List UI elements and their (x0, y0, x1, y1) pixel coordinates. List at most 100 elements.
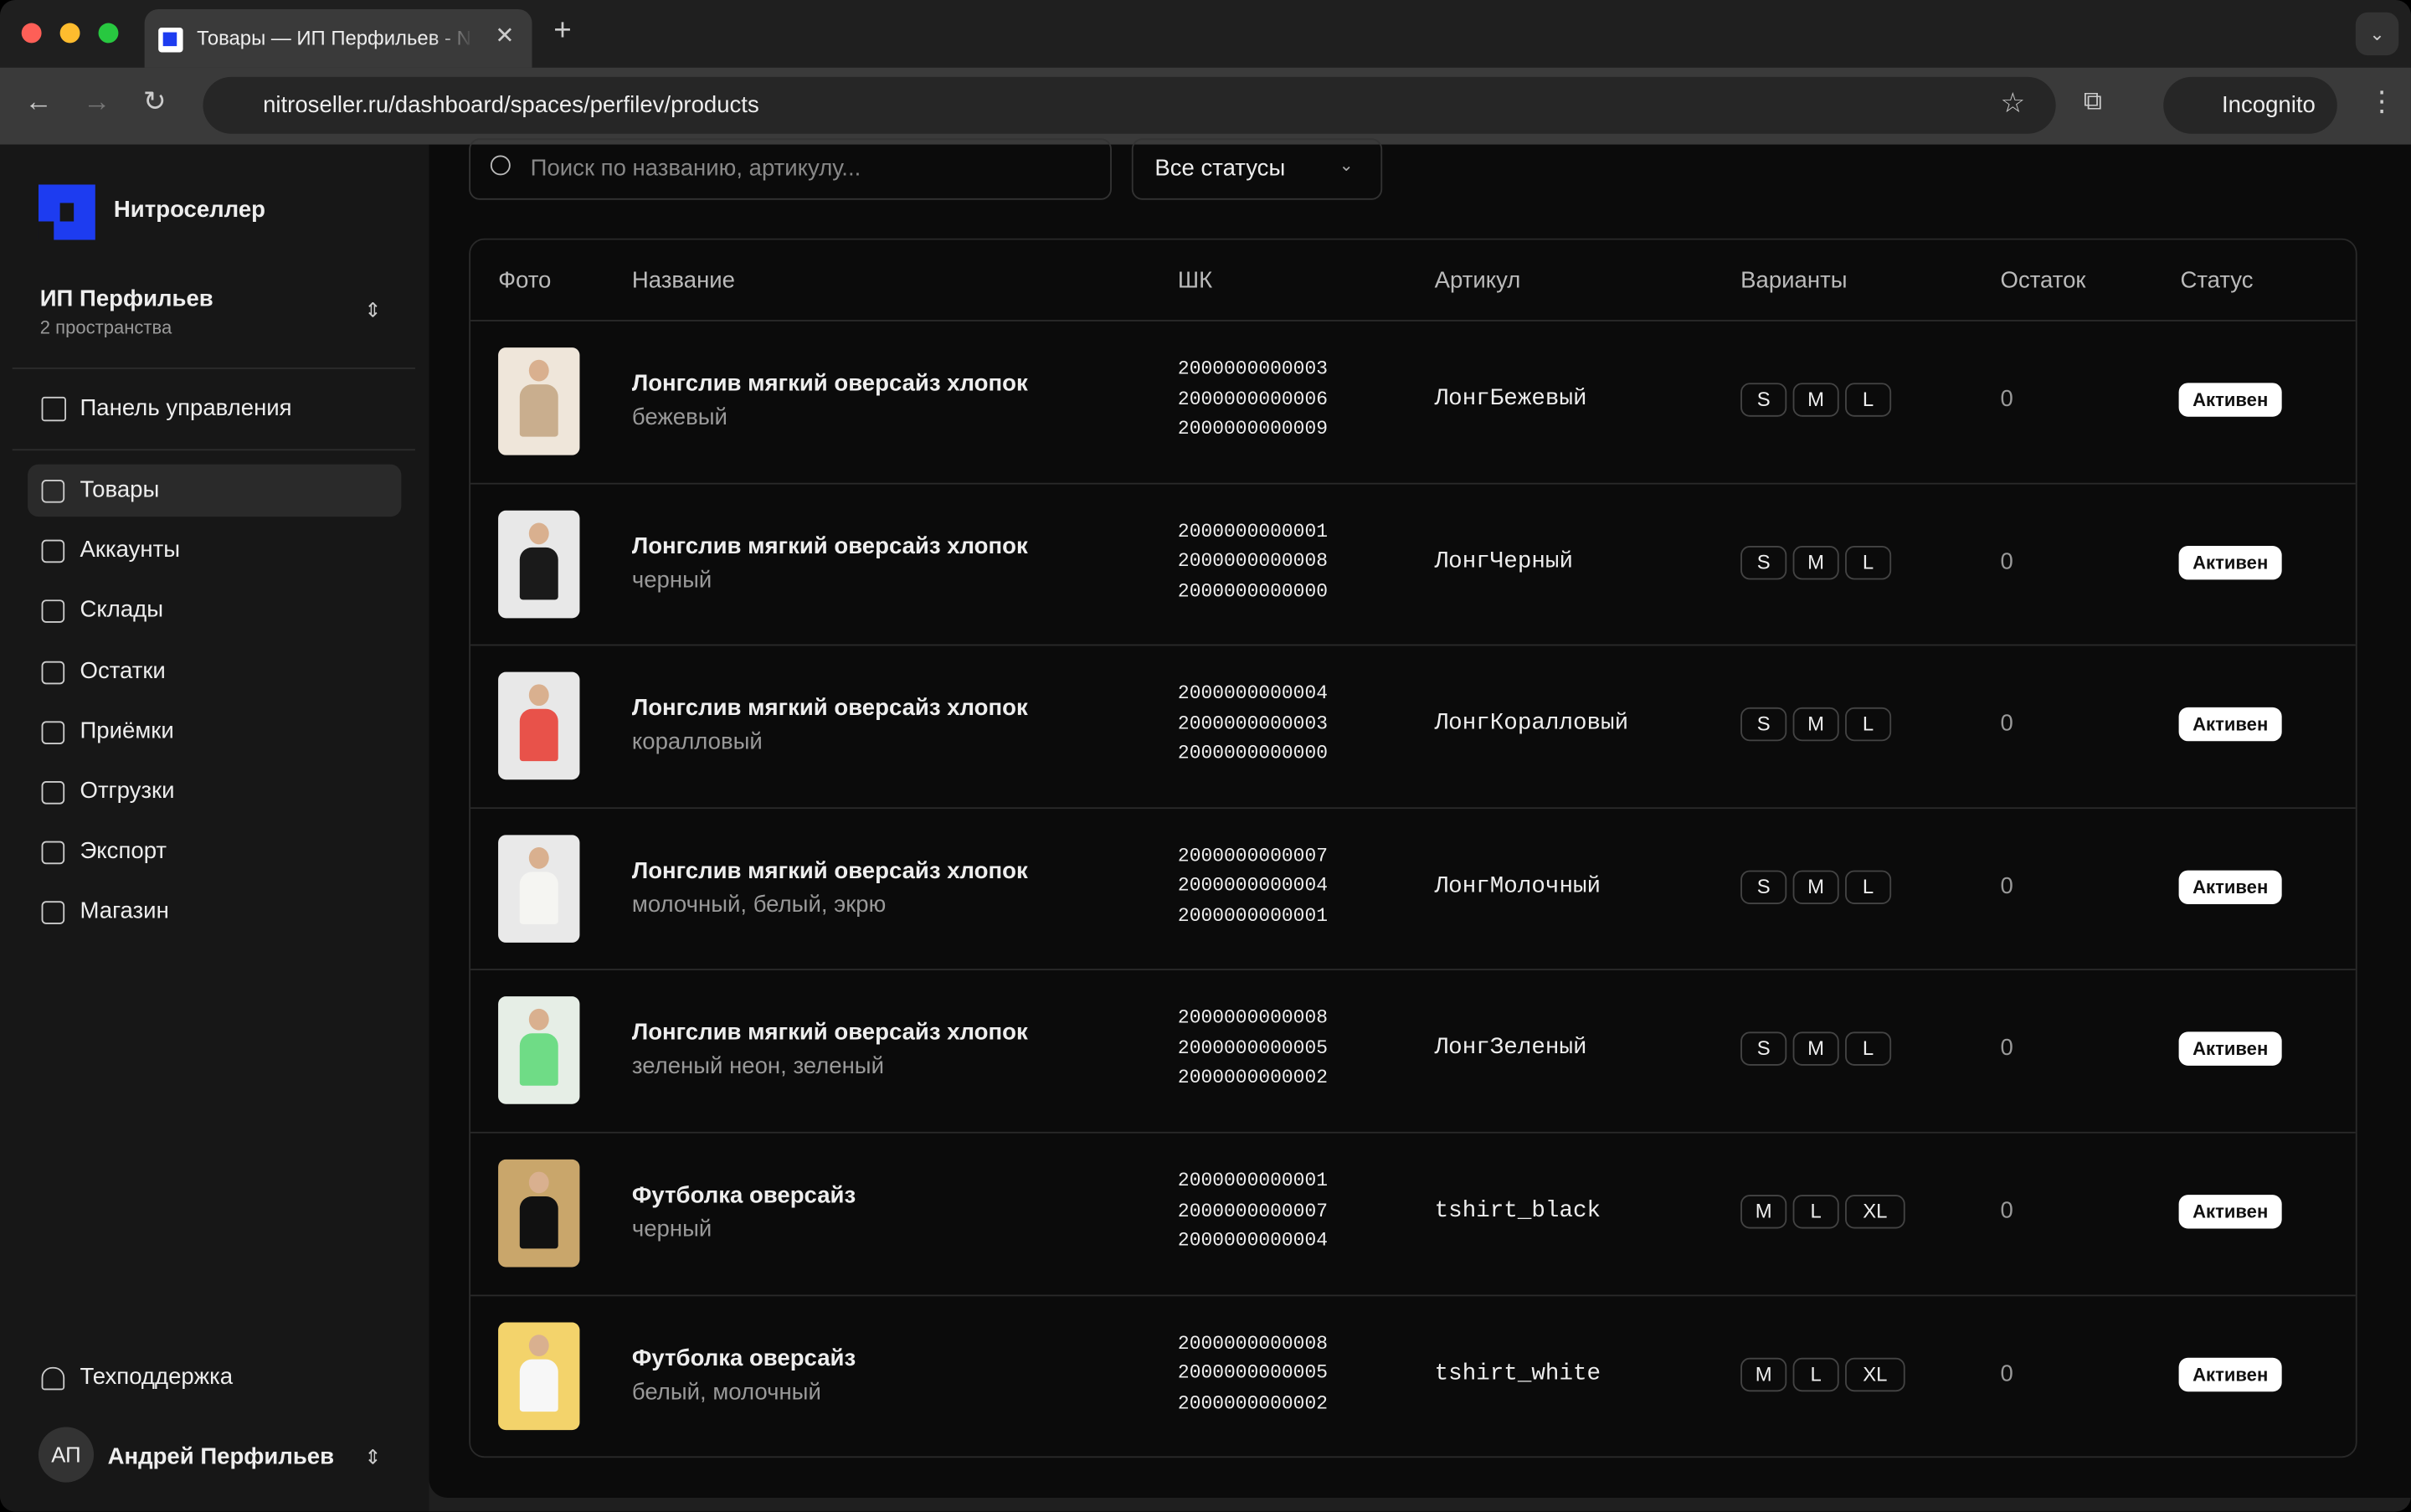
product-variant: черный (631, 1216, 712, 1243)
product-photo[interactable] (498, 1159, 580, 1268)
sku: tshirt_white (1434, 1360, 1601, 1386)
extensions[interactable]: ⧉ (2083, 85, 2103, 116)
stock: 0 (2000, 710, 2013, 738)
size-pill: XL (1845, 1195, 1905, 1229)
row-divider (470, 806, 2356, 809)
nav-item[interactable]: Остатки (80, 657, 166, 684)
barcode: 2000000000008 (1177, 550, 1329, 573)
main: Поиск по названию, артикулу... Все стату… (429, 138, 2411, 1498)
workspace-toggle[interactable]: ⇕ (364, 298, 382, 321)
product-photo[interactable] (498, 671, 580, 780)
nav-item[interactable]: Отгрузки (80, 778, 175, 805)
status-badge: Активен (2178, 870, 2282, 904)
avatar[interactable]: АП (38, 1427, 95, 1483)
nav-item[interactable]: Экспорт (80, 838, 167, 865)
sidebar: Нитроселлер ИП Перфильев 2 пространства … (0, 144, 429, 1512)
nav-dashboard[interactable]: Панель управления (80, 395, 292, 422)
tab-search[interactable]: ⌄ (2355, 12, 2399, 56)
tab-title: Товары — ИП Перфильев - N (197, 26, 471, 49)
nav-item[interactable]: Товары (80, 476, 160, 503)
bookmark[interactable]: ☆ (2000, 87, 2026, 119)
nav-icon (41, 396, 66, 422)
size-pill: L (1845, 707, 1892, 742)
product-name[interactable]: Лонгслив мягкий оверсайз хлопок (631, 857, 1028, 884)
size-pill: M (1792, 383, 1839, 417)
product-variant: белый, молочный (631, 1378, 821, 1405)
barcode: 2000000000008 (1177, 1332, 1329, 1355)
product-photo[interactable] (498, 834, 580, 943)
products-table: Фото Название ШК Артикул Варианты Остаток Стат… (469, 238, 2357, 1458)
nav-icon (41, 600, 65, 624)
status-filter-label: Все статусы (1154, 155, 1286, 182)
nav-icon (41, 841, 65, 865)
product-variant: бежевый (631, 404, 727, 431)
product-photo[interactable] (498, 510, 580, 618)
product-head (528, 1171, 549, 1194)
nav-item[interactable]: Аккаунты (80, 537, 181, 563)
status-filter[interactable]: Все статусы ⌄ (1131, 138, 1383, 200)
barcode: 2000000000002 (1177, 1392, 1329, 1415)
product-name[interactable]: Футболка оверсайз (631, 1345, 856, 1371)
sku: ЛонгКоралловый (1434, 710, 1629, 738)
barcode: 2000000000004 (1177, 682, 1329, 705)
nav-item[interactable]: Склады (80, 597, 164, 624)
sku: ЛонгБежевый (1434, 386, 1587, 413)
product-head (528, 684, 549, 707)
min-dot[interactable] (59, 23, 80, 44)
product-name[interactable]: Лонгслив мягкий оверсайз хлопок (631, 370, 1028, 397)
size-pill: L (1845, 870, 1892, 904)
sku: ЛонгМолочный (1434, 872, 1601, 900)
nav-item[interactable]: Приёмки (80, 717, 174, 744)
user-toggle[interactable]: ⇕ (364, 1445, 382, 1469)
address-bar[interactable]: nitroseller.ru/dashboard/spaces/perfilev… (203, 76, 2056, 134)
back[interactable]: ← (24, 85, 53, 117)
search[interactable]: Поиск по названию, артикулу... (469, 138, 1112, 200)
forward[interactable]: → (83, 85, 111, 117)
size-pill: M (1740, 1357, 1787, 1391)
product-name[interactable]: Лонгслив мягкий оверсайз хлопок (631, 695, 1028, 722)
size-pill: XL (1845, 1357, 1905, 1391)
logo (38, 184, 95, 240)
toolbar: ← → ↻ nitroseller.ru/dashboard/spaces/pe… (0, 67, 2411, 145)
size-pill: L (1845, 545, 1892, 579)
user-name[interactable]: Андрей Перфильев (107, 1443, 335, 1470)
size-pill: M (1792, 1032, 1839, 1067)
status-badge: Активен (2178, 1357, 2282, 1391)
column-header: Статус (2180, 267, 2254, 294)
product-variant: коралловый (631, 728, 763, 756)
product-photo[interactable] (498, 996, 580, 1105)
nav-active (28, 464, 402, 517)
product-name[interactable]: Лонгслив мягкий оверсайз хлопок (631, 1020, 1028, 1047)
row-divider (470, 1131, 2356, 1134)
nav-icon (41, 480, 65, 503)
url: nitroseller.ru/dashboard/spaces/perfilev… (263, 92, 759, 119)
menu[interactable]: ⋮ (2367, 85, 2396, 117)
size-pill: M (1792, 545, 1839, 579)
tab-close[interactable]: ✕ (495, 23, 515, 49)
product-variant: черный (631, 566, 712, 594)
close-dot[interactable] (21, 23, 42, 44)
sku: ЛонгЗеленый (1434, 1035, 1587, 1062)
max-dot[interactable] (98, 23, 119, 44)
product-figure (519, 872, 558, 924)
nav-item[interactable]: Магазин (80, 898, 169, 925)
barcode: 2000000000001 (1177, 905, 1329, 928)
chevron: ⌄ (1339, 157, 1354, 176)
profile[interactable]: Incognito (2163, 76, 2337, 134)
tab[interactable]: Товары — ИП Перфильев - N ✕ (144, 9, 532, 68)
product-variant: молочный, белый, экрю (631, 891, 887, 918)
product-figure (519, 547, 558, 599)
stock: 0 (2000, 1360, 2013, 1386)
product-photo[interactable] (498, 347, 580, 455)
new-tab[interactable]: + (553, 13, 572, 48)
reload[interactable]: ↻ (142, 85, 167, 117)
support[interactable]: Техподдержка (80, 1364, 234, 1391)
workspace[interactable]: ИП Перфильев (39, 285, 213, 312)
product-name[interactable]: Лонгслив мягкий оверсайз хлопок (631, 532, 1028, 559)
status-badge: Активен (2178, 545, 2282, 579)
status-badge: Активен (2178, 1195, 2282, 1229)
product-name[interactable]: Футболка оверсайз (631, 1182, 856, 1209)
product-photo[interactable] (498, 1321, 580, 1430)
size-pill: S (1740, 1032, 1787, 1067)
row-divider (470, 1293, 2356, 1296)
